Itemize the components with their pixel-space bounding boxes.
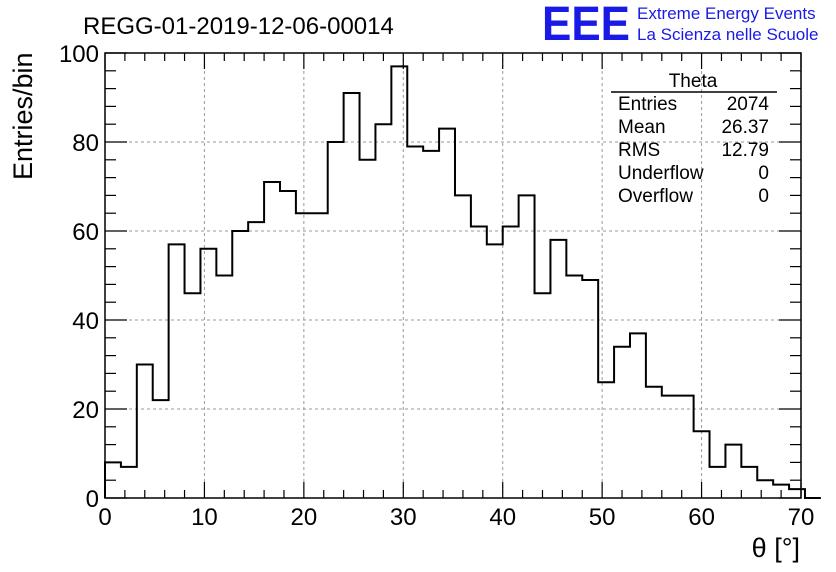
stats-value: 12.79 <box>721 140 769 161</box>
stats-value: 2074 <box>727 94 770 115</box>
stats-label: Mean <box>618 117 666 138</box>
stats-value: 0 <box>758 163 769 184</box>
tick-labels: 0 10 20 30 40 50 60 70 0 20 40 60 80 100 <box>59 41 814 531</box>
eee-logo: EEE Extreme Energy Events La Scienza nel… <box>542 0 818 51</box>
x-tick-label: 40 <box>489 504 516 531</box>
logo-letters: EEE <box>542 0 630 51</box>
y-tick-label: 20 <box>72 397 99 424</box>
x-tick-label: 60 <box>688 504 715 531</box>
x-tick-label: 70 <box>788 504 815 531</box>
x-tick-label: 30 <box>390 504 417 531</box>
stats-value: 26.37 <box>721 117 769 138</box>
grid-lines <box>105 53 801 498</box>
x-tick-label: 50 <box>589 504 616 531</box>
stats-rows: Entries 2074 Mean 26.37 RMS 12.79 Underflow 0 Ov… <box>618 94 769 207</box>
y-tick-label: 100 <box>59 41 99 68</box>
logo-line-1: Extreme Energy Events <box>637 4 816 23</box>
plot-frame <box>104 52 802 499</box>
histogram-line <box>104 65 821 499</box>
stats-title: Theta <box>669 71 718 92</box>
stats-box: Theta Entries 2074 Mean 26.37 RMS 12.79 Underf… <box>611 71 777 207</box>
y-tick-label: 60 <box>72 219 99 246</box>
stats-label: Overflow <box>618 186 693 207</box>
y-axis-label: Entries/bin <box>8 52 38 180</box>
logo-line-2: La Scienza nelle Scuole <box>637 25 818 44</box>
x-tick-label: 10 <box>191 504 218 531</box>
stats-value: 0 <box>758 186 769 207</box>
y-tick-label: 0 <box>86 486 99 513</box>
stats-label: Entries <box>618 94 677 115</box>
stats-label: Underflow <box>618 163 704 184</box>
x-axis-label: θ [°] <box>752 533 800 563</box>
chart-title: REGG-01-2019-12-06-00014 <box>83 13 394 40</box>
x-tick-label: 0 <box>98 504 111 531</box>
axis-ticks <box>104 52 802 499</box>
stats-label: RMS <box>618 140 660 161</box>
y-tick-label: 80 <box>72 130 99 157</box>
y-tick-label: 40 <box>72 308 99 335</box>
x-tick-label: 20 <box>291 504 318 531</box>
